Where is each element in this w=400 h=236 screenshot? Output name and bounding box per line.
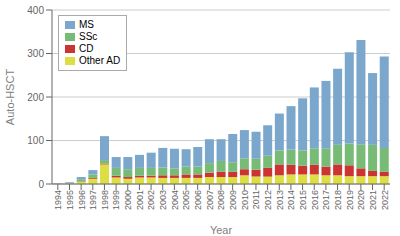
svg-text:2010: 2010: [240, 190, 250, 210]
svg-text:2017: 2017: [321, 190, 331, 210]
svg-text:2001: 2001: [135, 190, 145, 210]
svg-text:2018: 2018: [333, 190, 343, 210]
html-text:MS: MS: [79, 19, 94, 30]
svg-text:2015: 2015: [298, 190, 308, 210]
svg-text:2005: 2005: [181, 190, 191, 210]
svg-text:2006: 2006: [193, 190, 203, 210]
html-text:SSc: SSc: [79, 31, 98, 42]
svg-text:2020: 2020: [356, 190, 366, 210]
svg-text:100: 100: [27, 135, 44, 146]
svg-text:200: 200: [27, 92, 44, 103]
svg-text:1996: 1996: [77, 190, 87, 210]
svg-text:2016: 2016: [310, 190, 320, 210]
svg-text:Auto-HSCT: Auto-HSCT: [8, 69, 16, 126]
svg-text:2012: 2012: [263, 190, 273, 210]
html-text:Other AD: Other AD: [79, 55, 121, 66]
svg-text:300: 300: [27, 48, 44, 59]
svg-text:2004: 2004: [170, 190, 180, 210]
svg-text:1997: 1997: [88, 190, 98, 210]
html-text:CD: CD: [79, 43, 94, 54]
svg-text:2014: 2014: [286, 190, 296, 210]
svg-text:2008: 2008: [216, 190, 226, 210]
svg-text:2007: 2007: [205, 190, 215, 210]
svg-text:400: 400: [27, 5, 44, 16]
svg-text:2021: 2021: [368, 190, 378, 210]
svg-text:2019: 2019: [345, 190, 355, 210]
svg-text:2022: 2022: [380, 190, 390, 210]
svg-text:2011: 2011: [251, 190, 261, 209]
svg-text:2013: 2013: [275, 190, 285, 210]
svg-text:2003: 2003: [158, 190, 168, 210]
svg-text:1998: 1998: [100, 190, 110, 210]
svg-text:Year: Year: [210, 224, 233, 236]
svg-text:2009: 2009: [228, 190, 238, 210]
svg-text:1999: 1999: [111, 190, 121, 210]
svg-text:0: 0: [38, 179, 44, 190]
svg-text:2002: 2002: [146, 190, 156, 210]
svg-text:2000: 2000: [123, 190, 133, 210]
svg-text:1994: 1994: [53, 190, 63, 210]
svg-text:1995: 1995: [65, 190, 75, 210]
